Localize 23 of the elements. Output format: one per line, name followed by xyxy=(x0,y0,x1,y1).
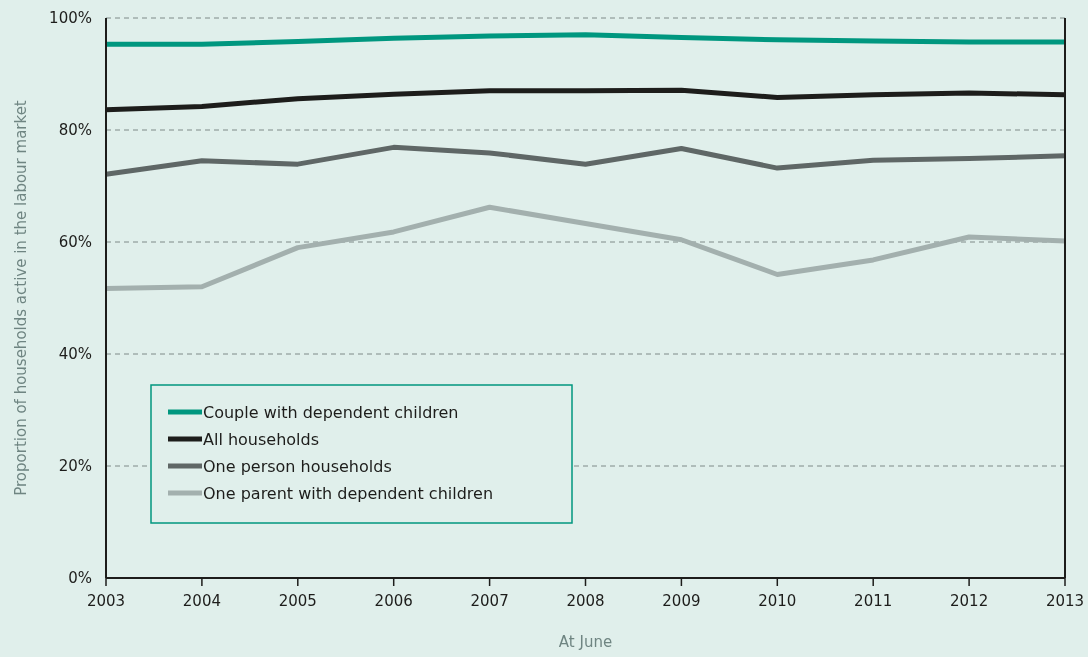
x-tick-label: 2008 xyxy=(566,592,605,610)
x-tick-label: 2006 xyxy=(374,592,413,610)
x-tick-label: 2003 xyxy=(86,592,126,610)
y-tick-label: 40% xyxy=(58,345,92,364)
y-tick-label: 20% xyxy=(58,457,92,476)
x-tick-label: 2005 xyxy=(278,592,317,610)
legend-label: One person households xyxy=(203,456,392,476)
y-axis-title: Proportion of households active in the labour market xyxy=(12,100,30,496)
x-tick-label: 2004 xyxy=(182,592,221,610)
x-tick-label: 2012 xyxy=(950,592,989,610)
x-tick-label: 2013 xyxy=(1045,592,1085,610)
x-axis-title: At June xyxy=(558,633,613,651)
legend-label: One parent with dependent children xyxy=(203,483,494,503)
x-tick-label: 2007 xyxy=(470,592,509,610)
y-tick-label: 80% xyxy=(58,121,92,140)
x-tick-label: 2010 xyxy=(758,592,797,610)
legend-label: Couple with dependent children xyxy=(203,402,459,422)
x-tick-label: 2009 xyxy=(662,592,701,610)
legend-label: All households xyxy=(203,429,320,449)
y-tick-label: 0% xyxy=(68,569,92,588)
y-tick-label: 100% xyxy=(49,9,92,28)
x-tick-label: 2011 xyxy=(854,592,893,610)
y-tick-label: 60% xyxy=(58,233,92,252)
